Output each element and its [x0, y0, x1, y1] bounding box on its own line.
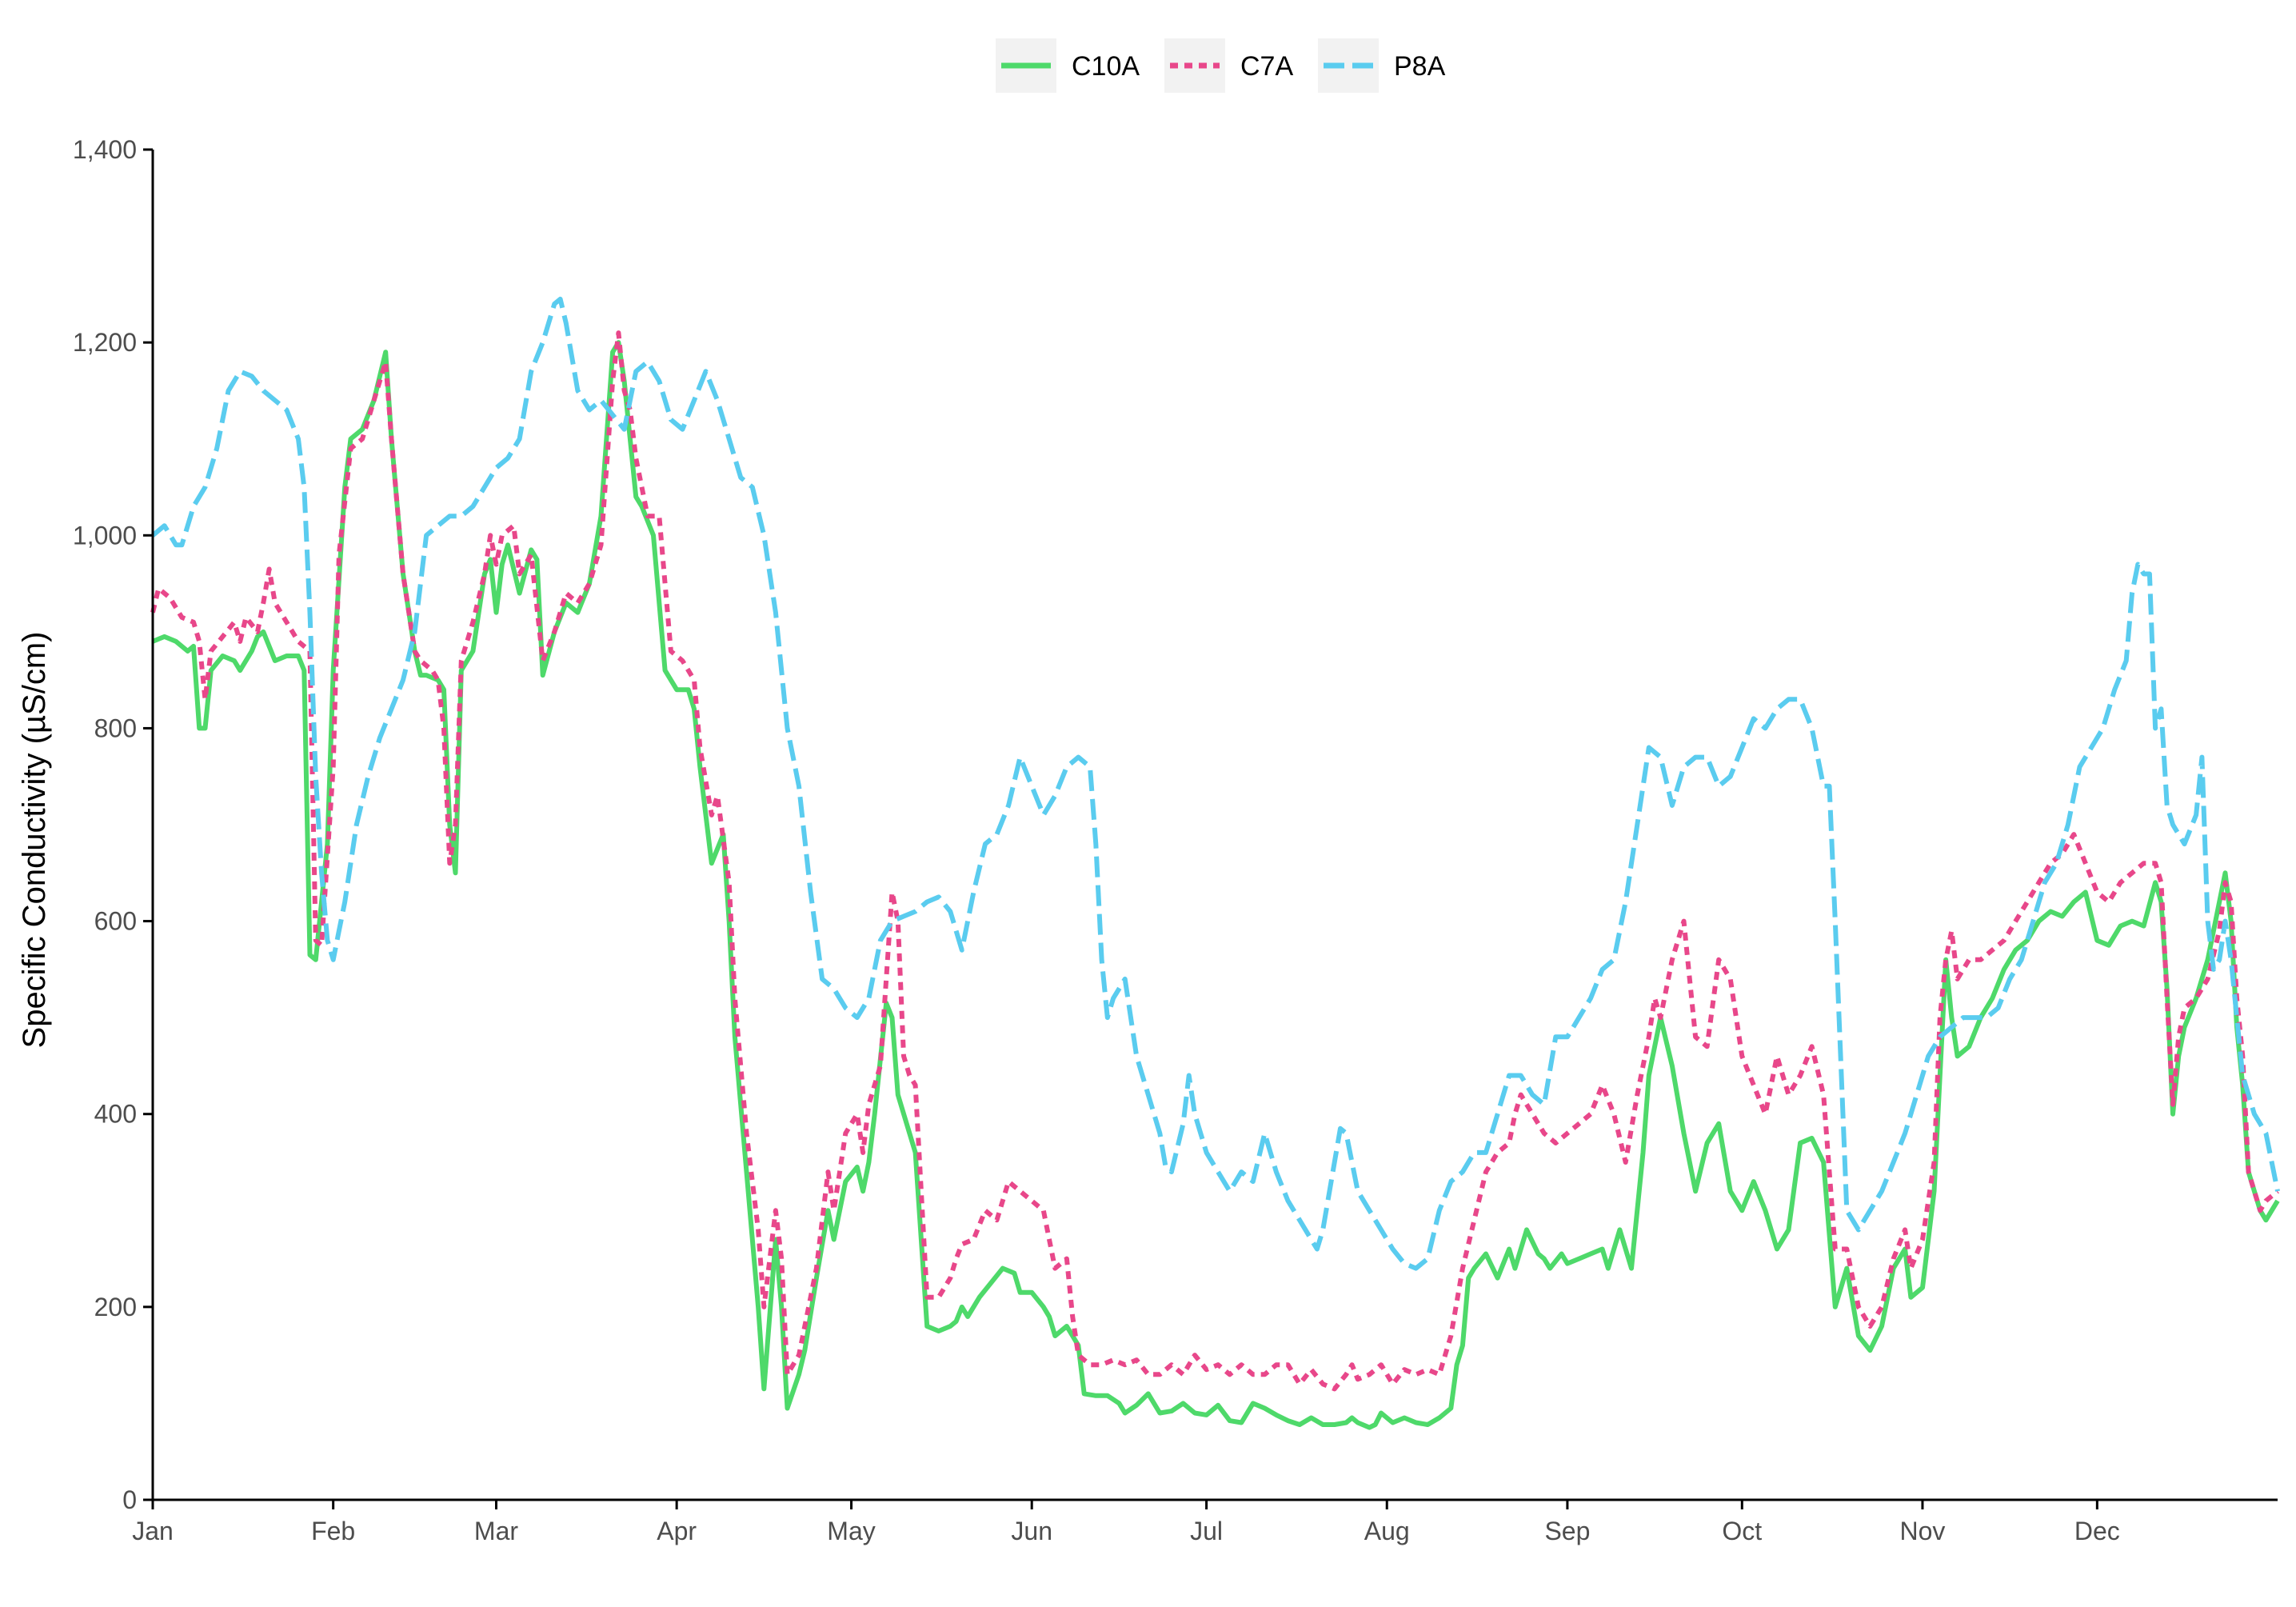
x-tick-label: Jun: [1011, 1517, 1052, 1545]
y-tick-label: 400: [94, 1100, 137, 1129]
x-tick-label: Mar: [474, 1517, 518, 1545]
legend-item-p8a: P8A: [1318, 38, 1446, 93]
y-tick-label: 800: [94, 714, 137, 742]
x-tick-label: Oct: [1722, 1517, 1762, 1545]
x-tick-label: Feb: [311, 1517, 355, 1545]
y-tick-label: 0: [122, 1485, 137, 1514]
legend-item-c10a: C10A: [996, 38, 1140, 93]
x-tick-label: Apr: [657, 1517, 697, 1545]
legend-label-c7a: C7A: [1240, 51, 1293, 82]
legend-item-c7a: C7A: [1164, 38, 1293, 93]
x-tick-label: Sep: [1544, 1517, 1590, 1545]
legend: C10A C7A P8A: [996, 38, 1446, 93]
x-tick-label: Nov: [1900, 1517, 1946, 1545]
y-tick-label: 200: [94, 1293, 137, 1321]
series-line-c10a: [151, 340, 2280, 1430]
series-line-c7a: [150, 330, 2279, 1392]
y-tick-label: 1,000: [73, 521, 137, 550]
x-tick-label: Aug: [1364, 1517, 1410, 1545]
y-tick-label: 1,200: [73, 328, 137, 357]
y-axis-title: Specific Conductivity (µS/cm): [17, 632, 52, 1049]
legend-label-c10a: C10A: [1072, 51, 1140, 82]
x-tick-label: Jan: [132, 1517, 174, 1545]
y-tick-label: 1,400: [73, 135, 137, 164]
series-line-p8a: [151, 296, 2280, 1271]
plot-lines: [150, 296, 2280, 1430]
x-tick-label: May: [827, 1517, 875, 1545]
x-axis: Jan Feb Mar Apr May Jun Jul Aug Sep Oct Nov Dec: [132, 1498, 2278, 1545]
x-tick-label: Dec: [2074, 1517, 2120, 1545]
x-tick-label: Jul: [1190, 1517, 1223, 1545]
legend-label-p8a: P8A: [1394, 51, 1446, 82]
y-axis: 0 200 400 600 800 1,000 1,200 1,400: [73, 135, 154, 1514]
y-tick-label: 600: [94, 907, 137, 936]
